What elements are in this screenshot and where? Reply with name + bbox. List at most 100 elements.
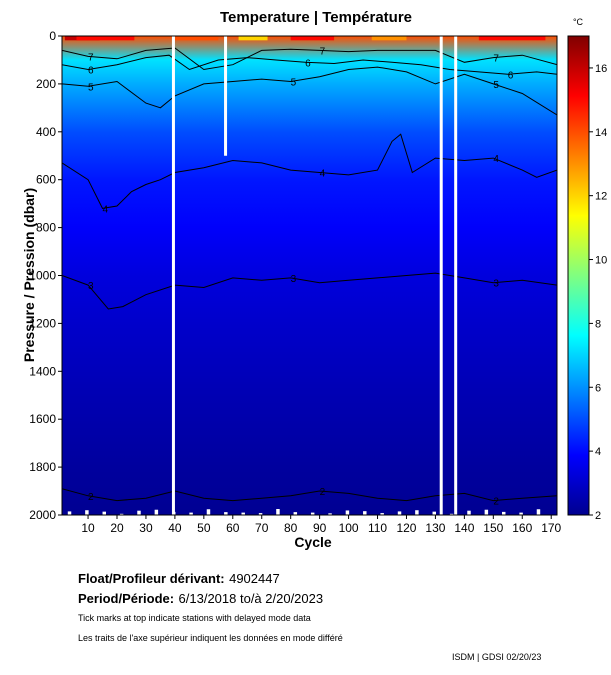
y-tick-label: 1200 xyxy=(29,316,56,330)
missing-bottom-data xyxy=(102,511,106,515)
data-gap xyxy=(171,36,175,515)
y-tick-label: 1000 xyxy=(29,269,56,283)
colorbar-axis: 2 4 6 8 10 12 14 16 xyxy=(589,63,607,522)
x-tick-label: 20 xyxy=(110,521,124,535)
contour-4 xyxy=(62,133,557,209)
x-tick-label: 80 xyxy=(284,521,298,535)
colorbar-tick-label: 12 xyxy=(595,191,607,203)
data-gaps xyxy=(171,36,458,515)
credit: ISDM | GDSI 02/20/23 xyxy=(452,652,542,662)
y-tick-label: 800 xyxy=(36,221,56,235)
missing-bottom-data xyxy=(119,513,124,515)
missing-bottom-data xyxy=(189,512,193,515)
surface-patch xyxy=(371,36,407,41)
contour-label: 5 xyxy=(493,80,499,91)
data-gap xyxy=(224,36,228,156)
contour-label: 2 xyxy=(320,487,326,498)
contour-6 xyxy=(62,54,557,75)
note-english: Tick marks at top indicate stations with… xyxy=(78,613,311,623)
missing-bottom-data xyxy=(536,509,541,515)
data-gap xyxy=(454,36,458,515)
x-tick-label: 160 xyxy=(512,521,532,535)
contour-3 xyxy=(62,272,557,310)
missing-bottom-data xyxy=(206,509,211,515)
contour-label: 3 xyxy=(493,279,499,290)
missing-bottom-data xyxy=(467,510,471,515)
missing-bottom-data xyxy=(154,509,159,515)
missing-bottom-data xyxy=(345,510,350,515)
colorbar-tick-label: 4 xyxy=(595,446,601,458)
contour-label: 5 xyxy=(291,78,297,89)
missing-bottom-data xyxy=(276,509,280,515)
y-tick-label: 200 xyxy=(36,77,56,91)
surface-patch xyxy=(76,36,135,41)
contour-7 xyxy=(62,47,557,71)
x-tick-label: 170 xyxy=(541,521,561,535)
contour-label: 7 xyxy=(88,52,94,63)
y-tick-label: 1400 xyxy=(29,364,56,378)
x-tick-label: 90 xyxy=(313,521,327,535)
x-tick-label: 30 xyxy=(139,521,153,535)
x-tick-label: 10 xyxy=(81,521,95,535)
surface-patch xyxy=(174,36,219,41)
missing-bottom-data xyxy=(484,509,489,515)
colorbar-tick-label: 2 xyxy=(595,510,601,522)
missing-bottom-data xyxy=(449,513,454,515)
colorbar xyxy=(567,35,590,516)
x-tick-label: 110 xyxy=(368,521,387,535)
surface-patch xyxy=(238,36,268,41)
missing-bottom-data xyxy=(310,512,315,515)
colorbar-tick-label: 14 xyxy=(595,127,607,139)
y-tick-label: 1800 xyxy=(29,460,56,474)
contour-label: 3 xyxy=(291,274,297,285)
period-info: Period/Période: 6/13/2018 to/à 2/20/2023 xyxy=(78,590,323,608)
contour-label: 4 xyxy=(320,169,326,180)
missing-bottom-data xyxy=(415,510,419,515)
x-tick-label: 100 xyxy=(339,521,359,535)
contour-label: 3 xyxy=(88,281,94,292)
float-info: Float/Profileur dérivant: 4902447 xyxy=(78,570,280,588)
contour-label: 4 xyxy=(103,204,109,215)
period-value: 6/13/2018 to/à 2/20/2023 xyxy=(178,591,324,606)
x-tick-label: 50 xyxy=(197,521,211,535)
y-tick-label: 1600 xyxy=(29,412,56,426)
missing-bottom-data xyxy=(85,510,89,515)
contour-label: 2 xyxy=(88,492,94,503)
contour-label: 6 xyxy=(305,58,311,69)
missing-bottom-data xyxy=(363,511,367,515)
x-axis: 10 20 30 40 50 60 70 80 90 100 110 120 130 140 150 160 1… xyxy=(81,515,562,535)
heatmap-background xyxy=(62,36,557,515)
colorbar-tick-label: 10 xyxy=(595,255,607,267)
missing-bottom-data xyxy=(258,513,263,515)
x-tick-label: 130 xyxy=(425,521,445,535)
x-tick-label: 150 xyxy=(483,521,503,535)
note-french: Les traits de l'axe supérieur indiquent … xyxy=(78,633,343,643)
x-tick-label: 70 xyxy=(255,521,269,535)
contour-2 xyxy=(62,488,557,502)
bottom-missing-data xyxy=(67,509,541,515)
float-id: 4902447 xyxy=(229,571,280,586)
period-label: Period/Période: xyxy=(78,591,175,606)
contour-label: 6 xyxy=(508,70,514,81)
contour-label: 7 xyxy=(493,54,499,65)
missing-bottom-data xyxy=(397,511,402,515)
missing-bottom-data xyxy=(328,513,332,515)
y-tick-label: 600 xyxy=(36,173,56,187)
contour-label: 5 xyxy=(88,82,94,93)
float-label: Float/Profileur dérivant: xyxy=(78,571,225,586)
contour-label: 2 xyxy=(493,497,499,508)
colorbar-tick-label: 16 xyxy=(595,63,607,75)
surface-patch xyxy=(478,36,546,41)
colorbar-tick-label: 6 xyxy=(595,382,601,394)
missing-bottom-data xyxy=(293,512,298,515)
contour-label: 7 xyxy=(320,46,326,57)
chart-title: Temperature | Température xyxy=(220,9,412,26)
y-axis: 0 200 400 600 800 1000 1200 1400 1600 1800 2000 xyxy=(29,29,62,522)
missing-bottom-data xyxy=(380,513,384,515)
y-axis-label: Pressure / Pression (dbar) xyxy=(21,188,37,362)
surface-patch xyxy=(290,36,335,41)
x-tick-label: 40 xyxy=(168,521,182,535)
missing-bottom-data xyxy=(241,512,245,515)
contour-label: 6 xyxy=(88,66,94,77)
